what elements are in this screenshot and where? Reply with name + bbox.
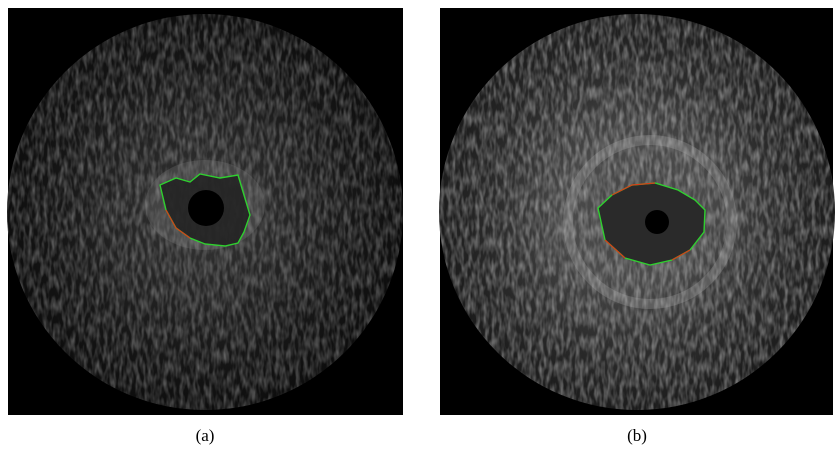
- caption-b: (b): [627, 426, 647, 445]
- image-b: [439, 8, 835, 415]
- image-a: [7, 8, 403, 415]
- caption-a: (a): [195, 426, 215, 445]
